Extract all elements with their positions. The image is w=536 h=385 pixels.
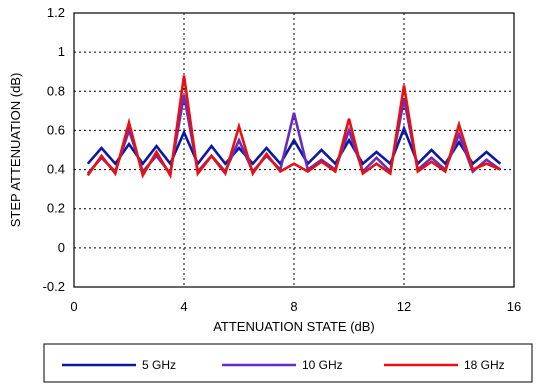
x-tick-label: 4: [180, 299, 187, 314]
y-tick-label: 0.8: [47, 83, 65, 98]
series-lines: [86, 75, 502, 180]
series-line-10-ghz: [86, 94, 502, 177]
x-axis-label: ATTENUATION STATE (dB): [213, 319, 375, 334]
x-tick-label: 8: [290, 299, 297, 314]
legend-label: 5 GHz: [142, 358, 176, 372]
plot-area-frame: [73, 12, 515, 288]
legend: 5 GHz 10 GHz 18 GHz: [62, 358, 505, 372]
y-tick-label: 0.6: [47, 122, 65, 137]
y-tick-label: 1.2: [47, 5, 65, 20]
legend-box: [43, 343, 533, 383]
x-tick-label: 12: [397, 299, 411, 314]
tick-labels: -0.2 0 0.2 0.4 0.6 0.8 1 1.2 0 4 8 12 16: [43, 5, 522, 314]
legend-label: 18 GHz: [464, 358, 505, 372]
y-tick-label: 0.2: [47, 201, 65, 216]
legend-label: 10 GHz: [302, 358, 343, 372]
y-tick-label: 0.4: [47, 162, 65, 177]
y-tick-label: 1: [58, 44, 65, 59]
y-axis-label: STEP ATTENUATION (dB): [8, 73, 23, 228]
series-line-18-ghz: [86, 75, 501, 180]
x-tick-label: 16: [507, 299, 521, 314]
x-tick-label: 0: [70, 299, 77, 314]
y-tick-label: 0: [58, 240, 65, 255]
y-tick-label: -0.2: [43, 279, 65, 294]
grid: [73, 12, 515, 288]
series-line-5-ghz: [86, 124, 502, 167]
